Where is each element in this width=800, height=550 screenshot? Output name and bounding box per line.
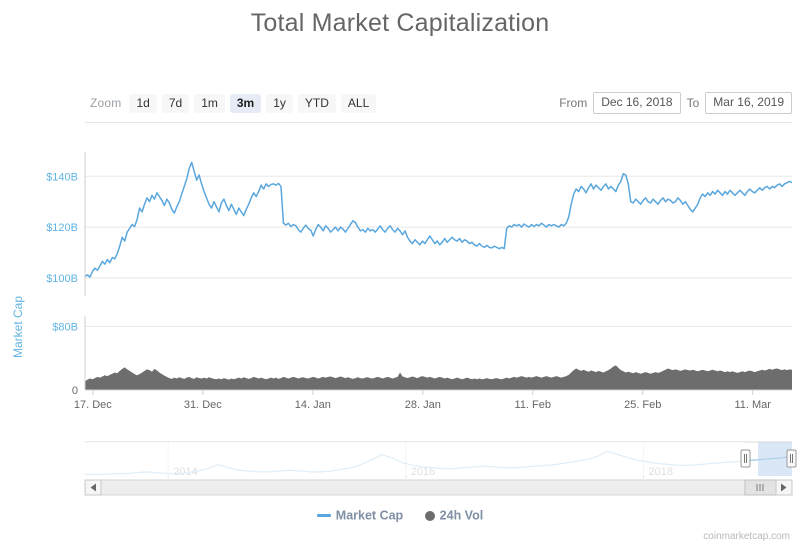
navigator-selection[interactable]	[758, 442, 792, 476]
triangle-right-icon	[781, 483, 787, 492]
scrollbar-track[interactable]	[84, 479, 793, 496]
market-cap-line	[84, 161, 793, 278]
legend-dot-marker-icon	[424, 510, 435, 521]
zoom-button-1d[interactable]: 1d	[129, 93, 157, 113]
triangle-left-icon	[90, 483, 96, 492]
legend-item-market-cap[interactable]: Market Cap	[316, 508, 404, 523]
chart-legend: Market Cap 24h Vol	[0, 508, 800, 523]
zoom-button-7d[interactable]: 7d	[161, 93, 190, 113]
market-cap-gridlines	[85, 175, 792, 279]
watermark: coinmarketcap.com	[703, 531, 790, 542]
navigator-mask-outside	[85, 442, 745, 476]
x-axis-label: 31. Dec	[184, 399, 222, 411]
page-title: Total Market Capitalization	[250, 9, 550, 37]
chart-svg[interactable]: $140B $120B $100B Market Cap $80B 0 24h …	[0, 128, 800, 428]
to-date-input[interactable]: Mar 16, 2019	[705, 92, 792, 114]
x-axis-label: 11. Feb	[515, 399, 552, 411]
volume-ytick-label-0: 0	[72, 385, 78, 397]
legend-item-24h-vol[interactable]: 24h Vol	[424, 508, 484, 523]
to-label: To	[686, 96, 700, 110]
ytick-label-140b: $140B	[46, 171, 78, 183]
navigator-handle-left[interactable]	[740, 449, 751, 468]
scrollbar-thumb[interactable]	[744, 479, 777, 496]
x-axis-ticks	[92, 390, 754, 395]
y-axis-title-market-cap: Market Cap	[11, 296, 25, 358]
navigator-handle-right[interactable]	[786, 449, 797, 468]
zoom-label: Zoom	[90, 96, 122, 110]
zoom-button-group: Zoom 1d 7d 1m 3m 1y YTD ALL	[90, 92, 377, 114]
zoom-button-1y[interactable]: 1y	[266, 93, 293, 113]
x-axis-label: 14. Jan	[295, 399, 331, 411]
legend-line-marker-icon	[316, 514, 331, 518]
zoom-button-3m[interactable]: 3m	[229, 93, 262, 113]
from-date-input[interactable]: Dec 16, 2018	[593, 92, 681, 114]
x-axis-labels: 17. Dec 31. Dec 14. Jan 28. Jan 11. Feb 25. F…	[74, 399, 771, 411]
navigator-svg[interactable]: 201420162018	[0, 428, 800, 506]
x-axis-label: 11. Mar	[734, 399, 771, 411]
volume-ytick-label-80b: $80B	[52, 321, 78, 333]
zoom-button-all[interactable]: ALL	[340, 93, 377, 113]
navigator[interactable]: 201420162018	[0, 428, 800, 506]
scrollbar-left-button[interactable]	[84, 479, 102, 496]
range-selector: Zoom 1d 7d 1m 3m 1y YTD ALL From Dec 16,…	[0, 92, 800, 116]
zoom-button-ytd[interactable]: YTD	[297, 93, 336, 113]
legend-label-24h-vol: 24h Vol	[439, 508, 484, 523]
grip-icon	[756, 484, 764, 491]
x-axis-label: 25. Feb	[624, 399, 661, 411]
date-range-group: From Dec 16, 2018 To Mar 16, 2019	[559, 92, 792, 114]
legend-label-market-cap: Market Cap	[335, 508, 404, 523]
chart-area[interactable]: $140B $120B $100B Market Cap $80B 0 24h …	[0, 128, 800, 428]
ytick-label-120b: $120B	[46, 222, 78, 234]
volume-area	[85, 365, 792, 390]
scrollbar-right-button[interactable]	[775, 479, 793, 496]
ytick-label-100b: $100B	[46, 273, 78, 285]
x-axis-label: 28. Jan	[405, 399, 441, 411]
x-axis-label: 17. Dec	[74, 399, 112, 411]
from-label: From	[559, 96, 588, 110]
zoom-button-1m[interactable]: 1m	[194, 93, 225, 113]
header-divider	[85, 122, 792, 123]
